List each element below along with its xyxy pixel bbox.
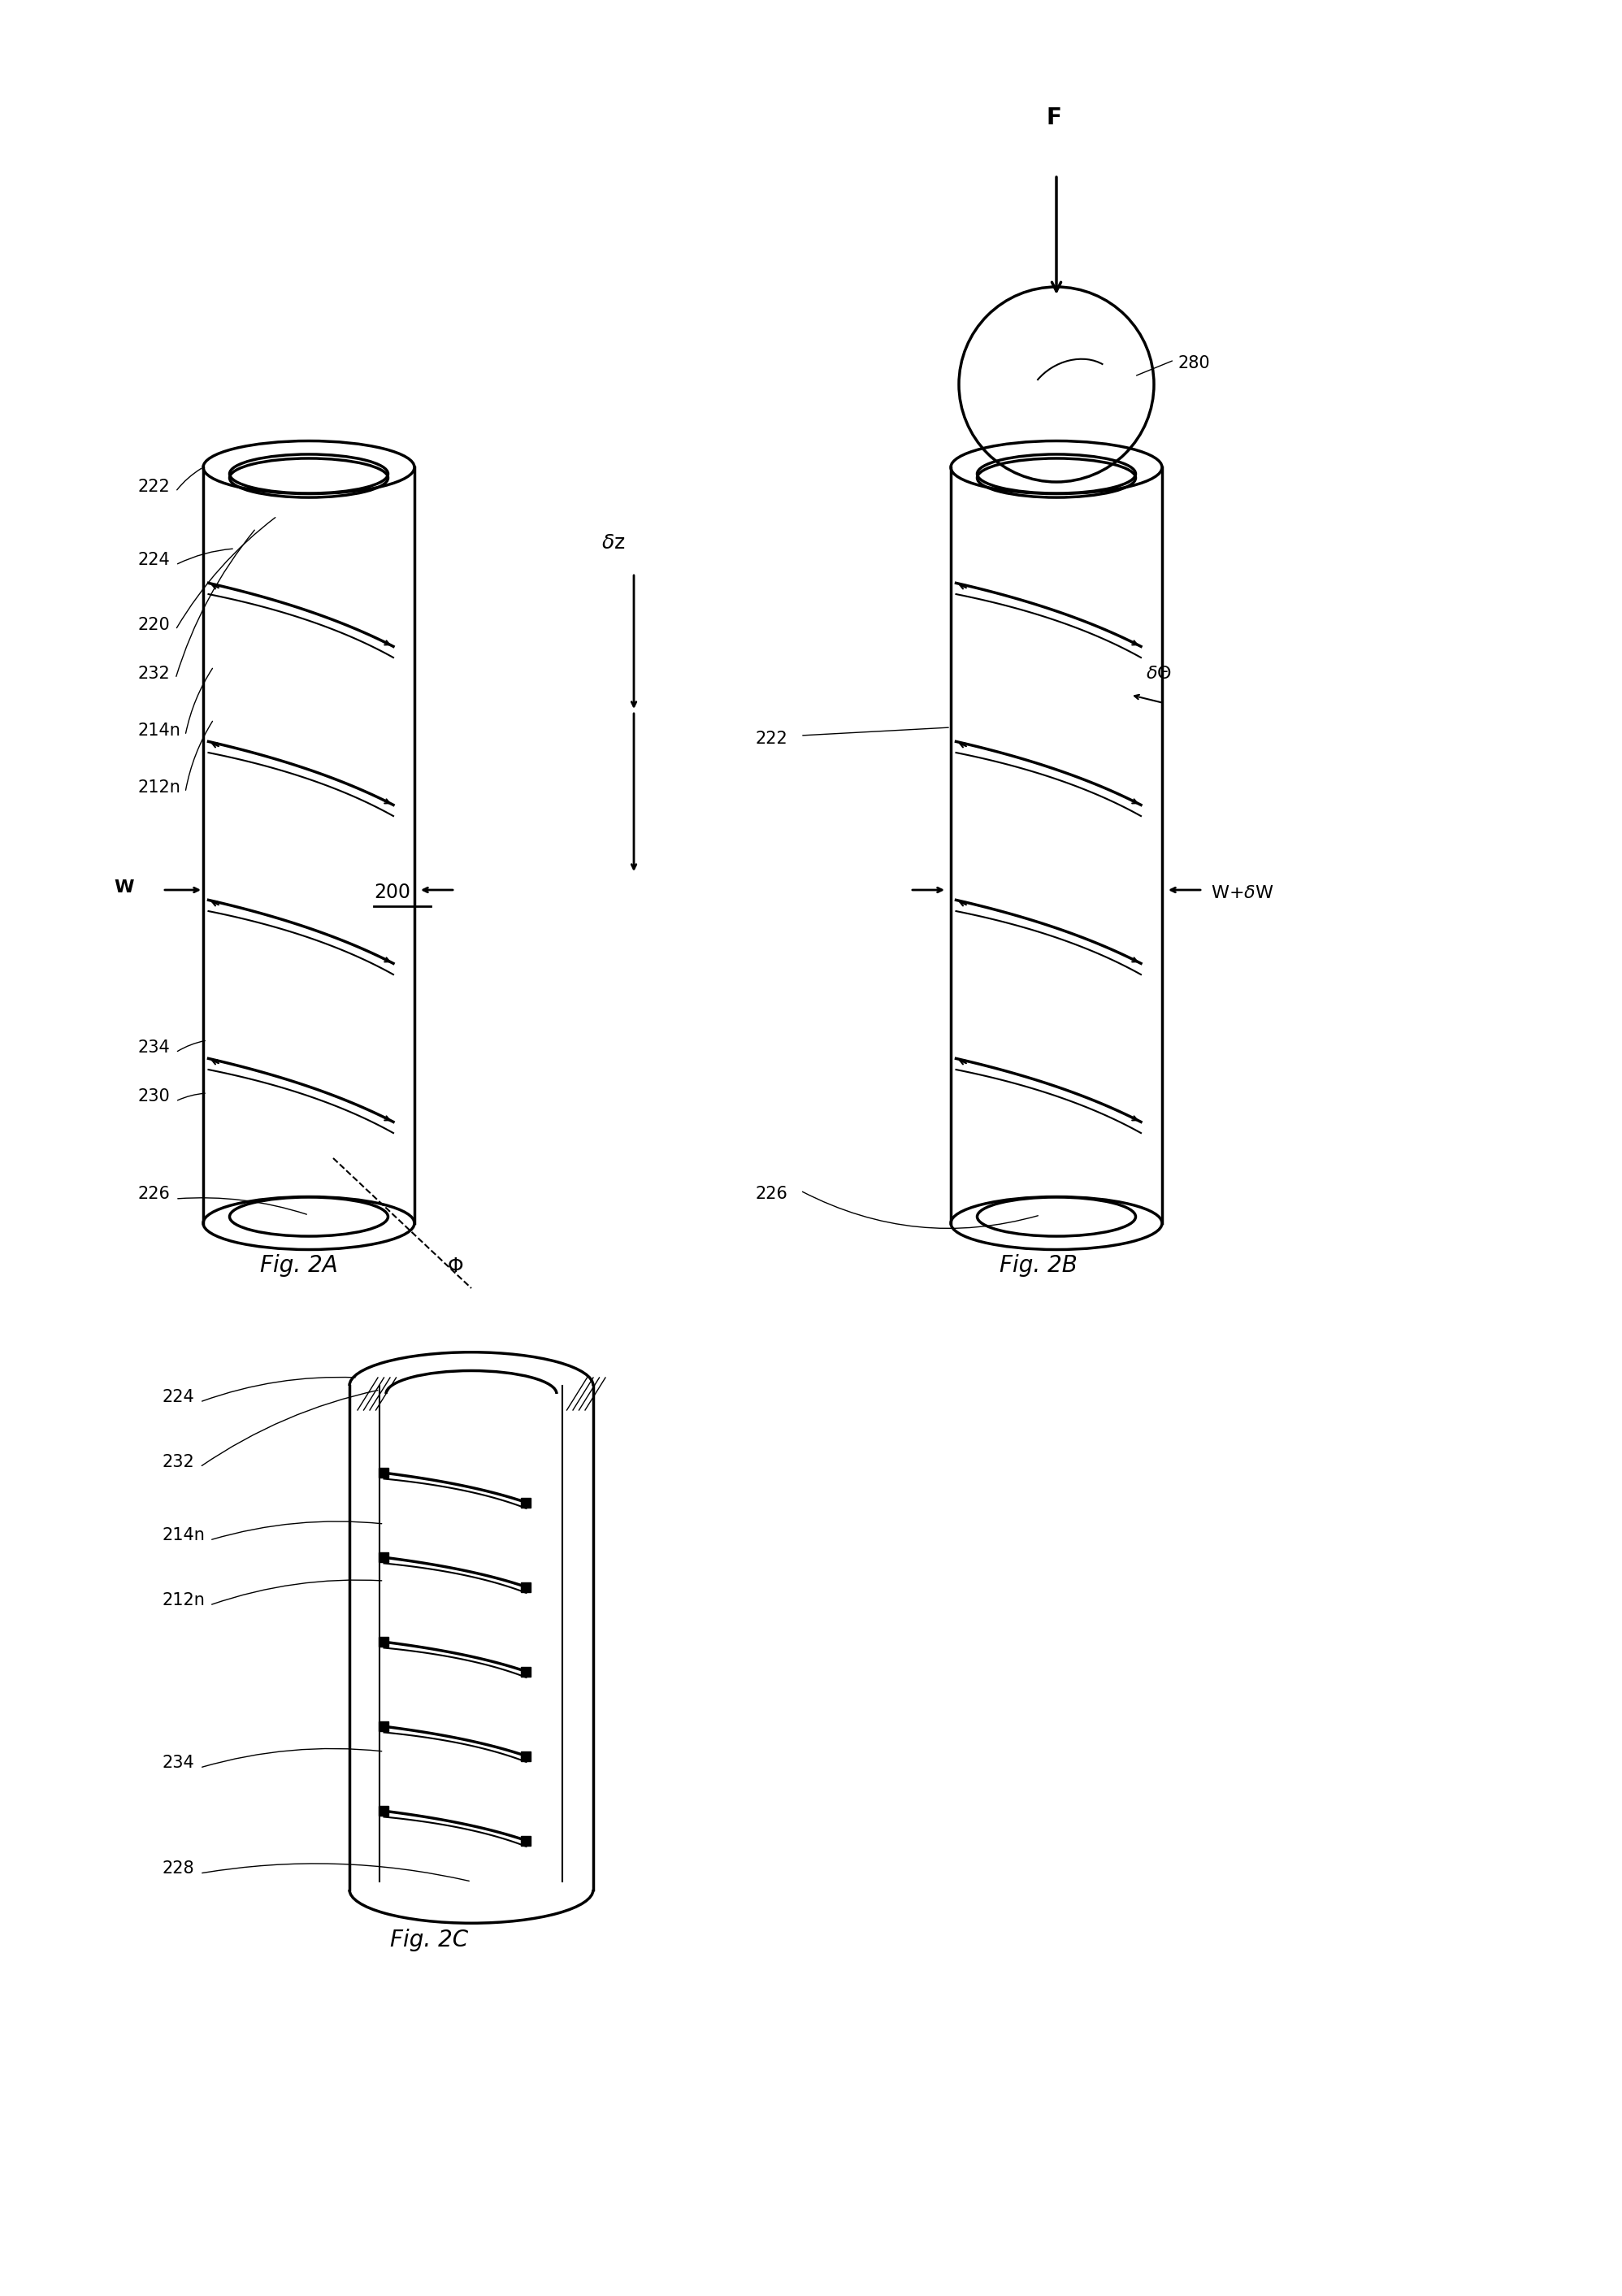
Text: $\delta\Theta$: $\delta\Theta$	[1147, 666, 1173, 682]
Bar	[380, 1552, 389, 1561]
Text: 280: 280	[1178, 356, 1210, 372]
Text: 232: 232	[138, 666, 170, 682]
Text: 230: 230	[138, 1088, 170, 1104]
Bar	[380, 1807, 389, 1816]
Text: F: F	[1046, 106, 1062, 129]
Text: 214n: 214n	[138, 723, 182, 739]
Text: Fig. 2A: Fig. 2A	[260, 1254, 337, 1277]
Text: 214n: 214n	[162, 1527, 206, 1543]
Text: 224: 224	[162, 1389, 195, 1405]
Text: 226: 226	[138, 1185, 170, 1203]
Text: 220: 220	[138, 618, 170, 634]
Bar	[521, 1667, 530, 1676]
Bar	[521, 1497, 530, 1506]
Text: 212n: 212n	[162, 1591, 206, 1609]
Text: Fig. 2C: Fig. 2C	[389, 1929, 469, 1952]
Text: 228: 228	[162, 1860, 195, 1876]
Bar	[521, 1837, 530, 1846]
Text: 222: 222	[138, 478, 170, 496]
Text: 232: 232	[162, 1453, 195, 1469]
Bar	[521, 1752, 530, 1761]
Text: 222: 222	[756, 730, 788, 746]
Bar	[521, 1582, 530, 1591]
Text: 226: 226	[756, 1185, 788, 1203]
Text: 234: 234	[162, 1754, 195, 1770]
Text: W: W	[114, 879, 133, 895]
Text: $\Phi$: $\Phi$	[448, 1256, 464, 1277]
Text: 234: 234	[138, 1040, 170, 1056]
Text: Fig. 2B: Fig. 2B	[999, 1254, 1077, 1277]
Text: 224: 224	[138, 551, 170, 567]
Bar	[380, 1467, 389, 1479]
Text: W+$\delta$W: W+$\delta$W	[1210, 884, 1273, 902]
Text: $\delta$z: $\delta$z	[602, 533, 624, 553]
Text: 200: 200	[373, 882, 410, 902]
Bar	[380, 1722, 389, 1731]
Text: 212n: 212n	[138, 778, 182, 797]
Bar	[380, 1637, 389, 1646]
